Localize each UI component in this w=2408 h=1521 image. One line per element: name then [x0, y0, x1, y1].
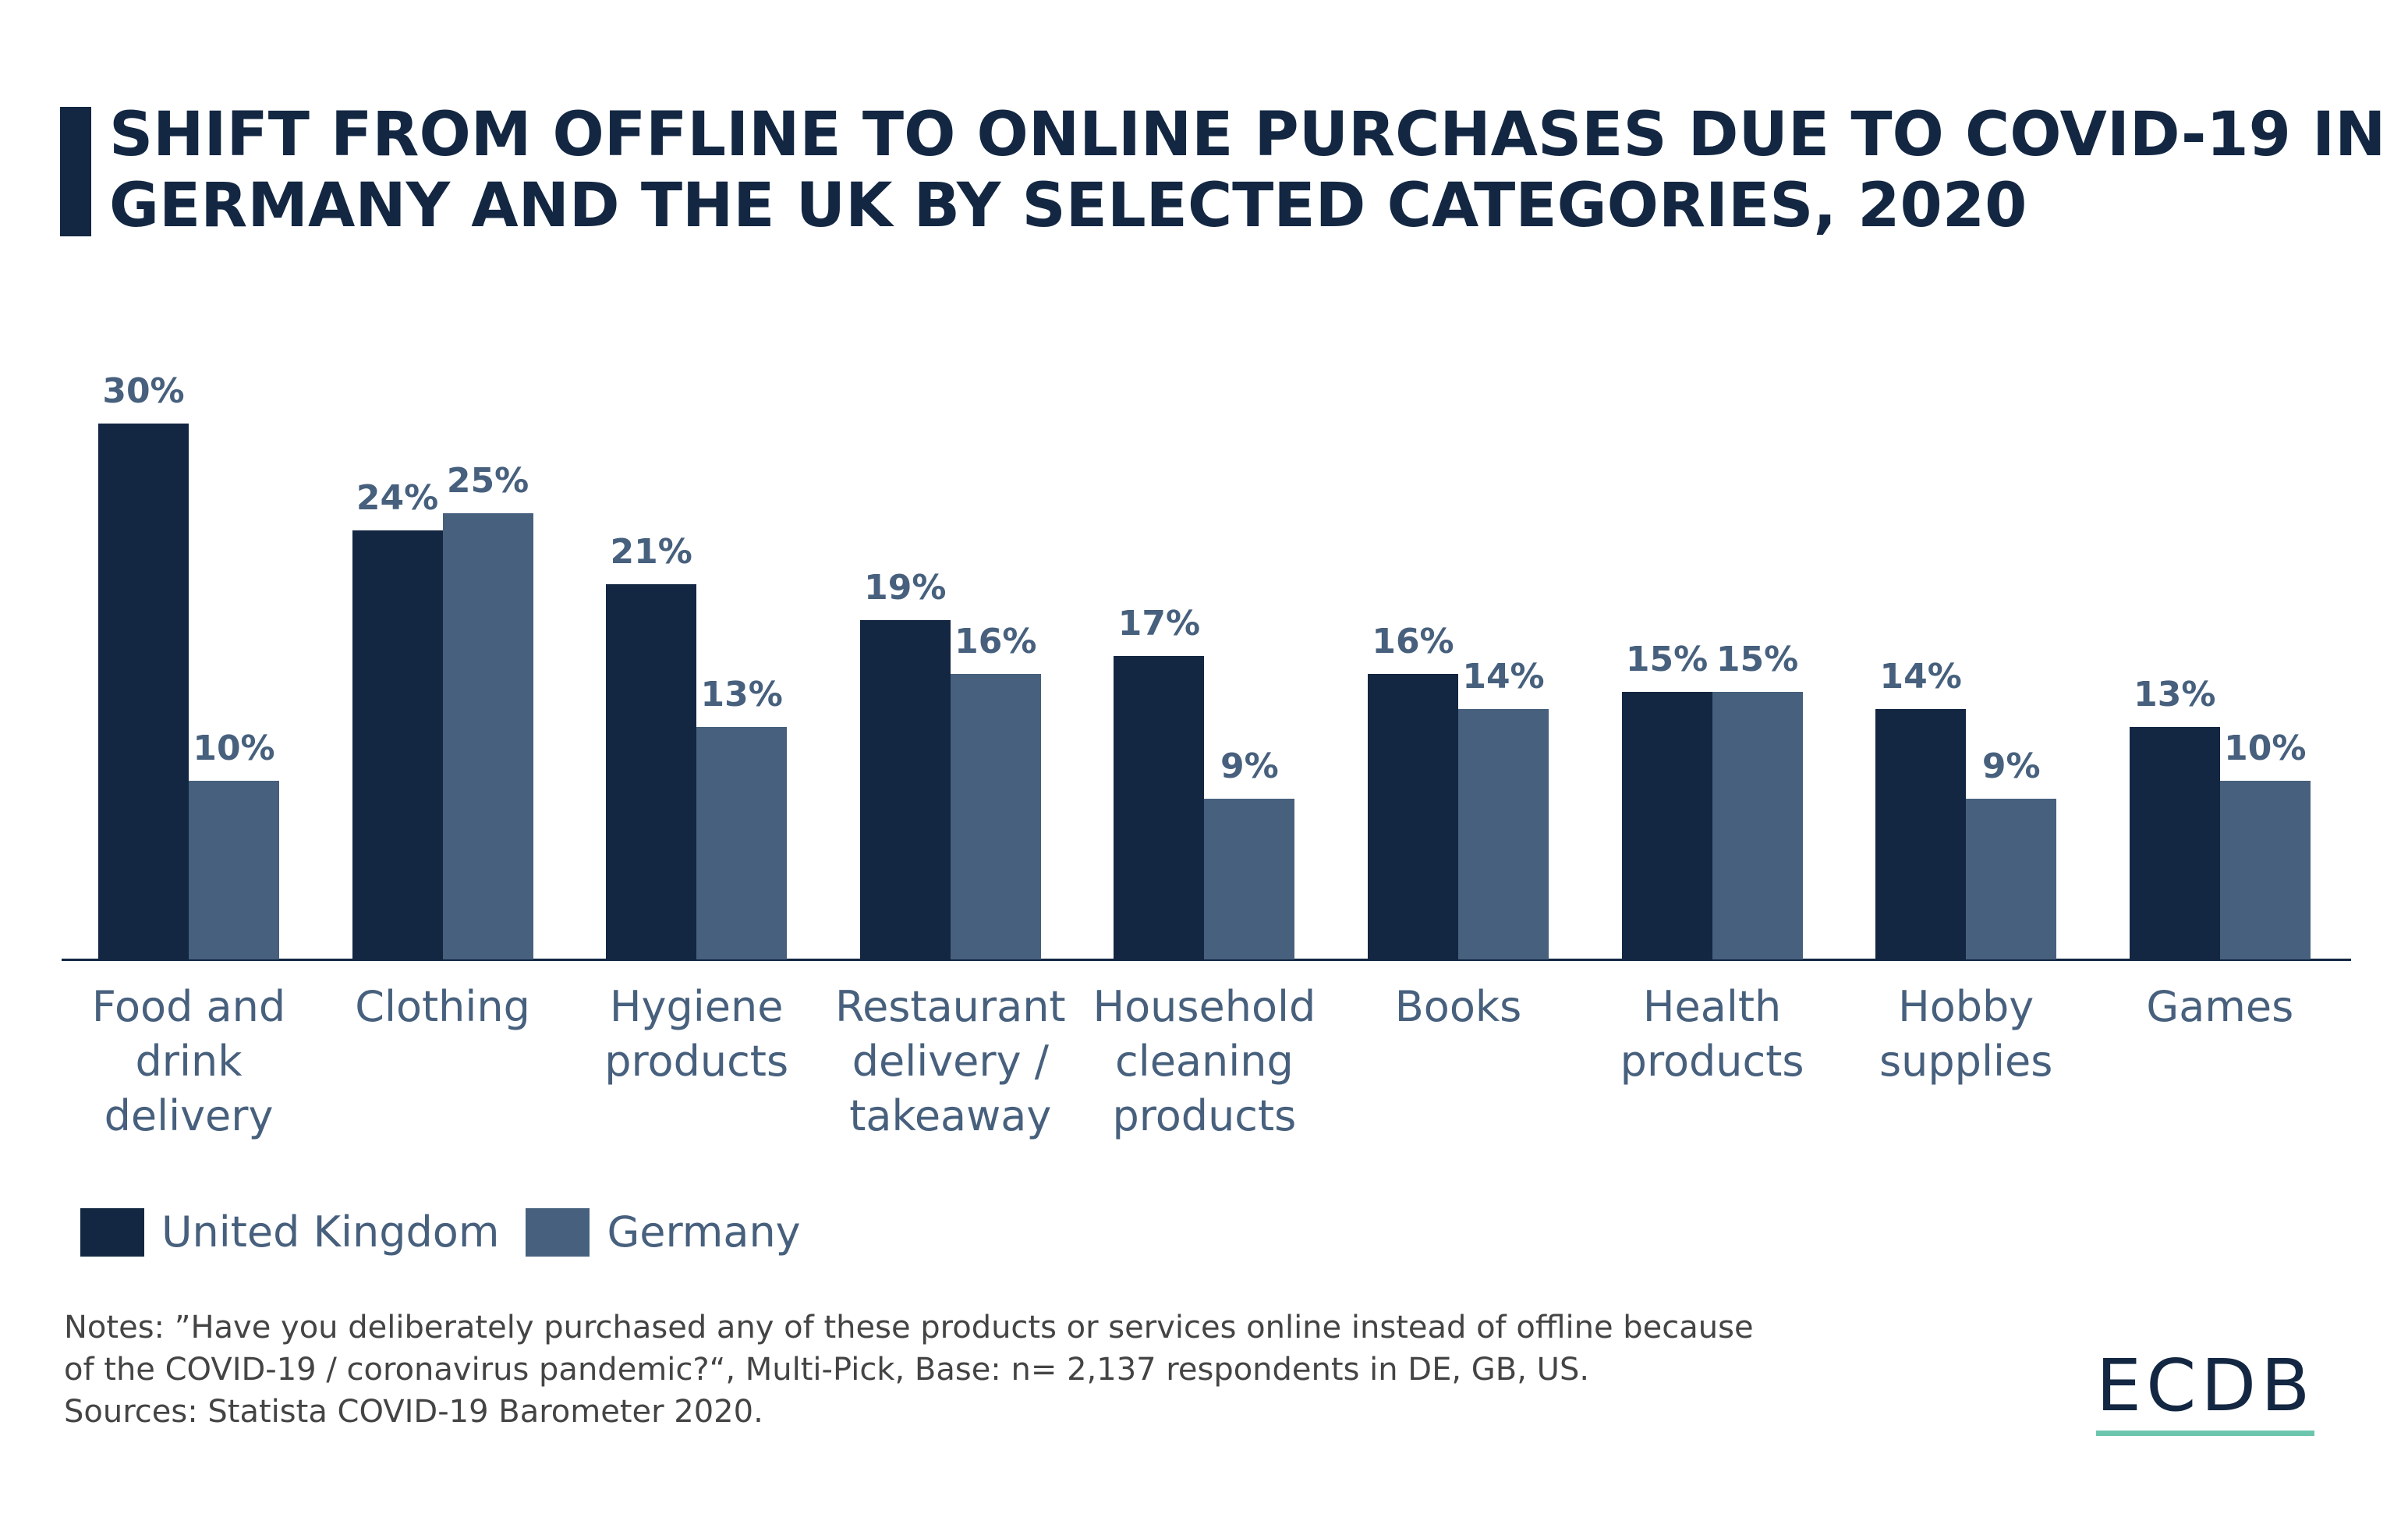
bar-germany-clothing — [442, 512, 533, 959]
bar-germany-food-and-drink-delivery — [189, 781, 279, 959]
value-label-united-kingdom-hygiene-products: 21% — [610, 532, 692, 573]
value-label-united-kingdom-health-products: 15% — [1625, 639, 1709, 679]
legend-swatch-germany — [526, 1208, 590, 1257]
bar-united-kingdom-food-and-drink-delivery — [98, 424, 189, 959]
category-label-food-and-drink-delivery: Food and drink delivery — [91, 982, 286, 1140]
bar-germany-restaurant-delivery-takeaway — [950, 673, 1041, 959]
bar-united-kingdom-household-cleaning-products — [1114, 655, 1205, 959]
legend-item-germany: Germany — [526, 1207, 801, 1257]
value-label-united-kingdom-clothing: 24% — [356, 478, 439, 519]
legend-label-germany: Germany — [607, 1207, 801, 1257]
chart-legend: United Kingdom Germany — [80, 1208, 827, 1257]
bar-united-kingdom-health-products — [1621, 691, 1712, 959]
logo-text: ECDB — [2096, 1344, 2315, 1427]
title-accent-bar — [60, 107, 91, 236]
value-label-united-kingdom-food-and-drink-delivery: 30% — [102, 371, 185, 411]
bar-united-kingdom-books — [1368, 673, 1458, 959]
legend-item-united-kingdom: United Kingdom — [80, 1208, 499, 1257]
bar-united-kingdom-hygiene-products — [606, 584, 697, 959]
value-label-germany-health-products: 15% — [1716, 639, 1799, 679]
value-label-germany-household-cleaning-products: 9% — [1220, 746, 1279, 786]
notes-line-1: Notes: ”Have you deliberately purchased … — [64, 1310, 1754, 1346]
x-axis-line — [62, 959, 2351, 961]
bar-germany-hobby-supplies — [1966, 798, 2057, 959]
sources-line: Sources: Statista COVID-19 Barometer 202… — [64, 1394, 763, 1430]
category-label-hygiene-products: Hygiene products — [604, 982, 789, 1086]
value-label-germany-hobby-supplies: 9% — [1981, 746, 2041, 786]
value-label-united-kingdom-games: 13% — [2134, 675, 2216, 715]
chart-title: SHIFT FROM OFFLINE TO ONLINE PURCHASES D… — [109, 100, 2386, 242]
category-label-books: Books — [1394, 982, 1522, 1031]
category-label-hobby-supplies: Hobby supplies — [1879, 982, 2053, 1086]
bar-germany-health-products — [1712, 691, 1803, 959]
bar-germany-hygiene-products — [696, 727, 788, 959]
chart-notes: Notes: ”Have you deliberately purchased … — [64, 1306, 2013, 1433]
notes-line-2: of the COVID-19 / coronavirus pandemic?“… — [64, 1352, 1590, 1388]
bar-united-kingdom-games — [2129, 727, 2220, 959]
bar-united-kingdom-restaurant-delivery-takeaway — [859, 619, 951, 959]
bar-united-kingdom-hobby-supplies — [1875, 709, 1967, 959]
category-label-games: Games — [2146, 982, 2294, 1031]
ecdb-logo: ECDB — [2096, 1344, 2316, 1436]
legend-swatch-united-kingdom — [80, 1208, 144, 1257]
chart-title-line-2: GERMANY AND THE UK BY SELECTED CATEGORIE… — [109, 171, 2027, 241]
chart-title-line-1: SHIFT FROM OFFLINE TO ONLINE PURCHASES D… — [109, 100, 2386, 170]
bar-germany-household-cleaning-products — [1204, 798, 1295, 959]
value-label-united-kingdom-restaurant-delivery-takeaway: 19% — [864, 567, 947, 608]
value-label-united-kingdom-household-cleaning-products: 17% — [1117, 603, 1201, 644]
value-label-germany-restaurant-delivery-takeaway: 16% — [954, 621, 1037, 661]
bar-germany-games — [2219, 781, 2311, 959]
value-label-united-kingdom-books: 16% — [1372, 621, 1454, 661]
bar-germany-books — [1458, 709, 1549, 959]
category-label-restaurant-delivery-takeaway: Restaurant delivery / takeaway — [834, 982, 1066, 1140]
value-label-germany-games: 10% — [2224, 729, 2307, 768]
value-label-germany-books: 14% — [1462, 657, 1545, 697]
value-label-germany-hygiene-products: 13% — [700, 675, 783, 715]
value-label-germany-clothing: 25% — [446, 460, 529, 501]
category-label-health-products: Health products — [1620, 982, 1804, 1086]
legend-label-united-kingdom: United Kingdom — [161, 1207, 500, 1257]
value-label-united-kingdom-hobby-supplies: 14% — [1879, 657, 1962, 697]
category-label-clothing: Clothing — [355, 982, 530, 1031]
value-label-germany-food-and-drink-delivery: 10% — [193, 729, 275, 768]
bar-united-kingdom-clothing — [352, 530, 443, 959]
logo-underline — [2096, 1431, 2314, 1436]
category-label-household-cleaning-products: Household cleaning products — [1092, 982, 1316, 1140]
